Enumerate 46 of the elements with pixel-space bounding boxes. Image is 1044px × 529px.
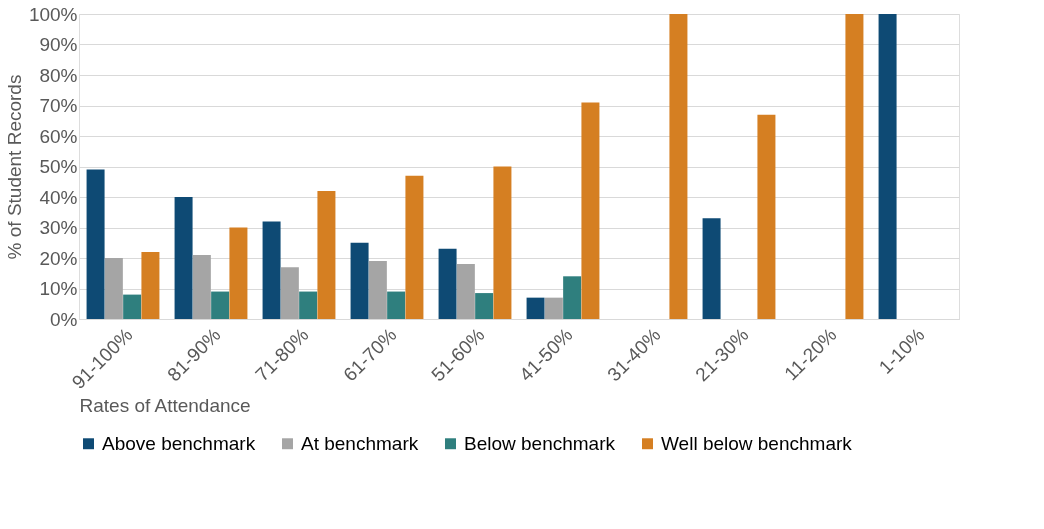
legend-label: At benchmark	[301, 432, 419, 454]
bar	[438, 248, 457, 319]
bar	[280, 267, 299, 319]
bar	[211, 291, 230, 319]
bar	[405, 175, 424, 319]
y-tick-label: 90%	[39, 34, 78, 55]
bar	[86, 169, 105, 319]
bar	[123, 294, 142, 319]
bar	[368, 261, 387, 319]
y-tick-label: 50%	[39, 156, 78, 177]
bar	[192, 254, 211, 319]
bar	[878, 14, 897, 319]
bar	[702, 218, 721, 319]
y-tick-label: 40%	[39, 186, 78, 208]
legend-label: Below benchmark	[464, 432, 616, 454]
y-tick-label: 80%	[39, 64, 78, 86]
bar	[669, 14, 688, 319]
bar	[387, 291, 406, 319]
bar	[141, 251, 160, 319]
bar	[475, 293, 494, 319]
y-tick-label: 70%	[39, 95, 78, 116]
bar	[104, 258, 123, 319]
bar	[299, 291, 318, 319]
y-tick-label: 60%	[39, 125, 78, 147]
bar	[581, 102, 600, 319]
y-tick-label: 20%	[39, 247, 78, 269]
y-tick-label: 30%	[39, 217, 78, 238]
legend-label: Above benchmark	[102, 432, 256, 454]
legend-label: Well below benchmark	[661, 432, 853, 454]
bar	[456, 264, 475, 319]
y-axis-title: % of Student Records	[3, 74, 25, 260]
bar	[563, 276, 582, 319]
y-tick-label: 100%	[28, 3, 78, 25]
bar	[845, 14, 864, 319]
bar	[493, 166, 512, 319]
y-tick-label: 0%	[50, 308, 78, 330]
x-axis-title: Rates of Attendance	[79, 394, 251, 416]
bar	[757, 114, 776, 319]
y-tick-label: 10%	[39, 278, 78, 299]
bar	[174, 197, 193, 319]
bar	[350, 242, 369, 319]
bar	[317, 190, 336, 319]
bar	[544, 297, 563, 319]
bar	[526, 297, 545, 319]
bar	[229, 227, 248, 319]
bar	[262, 221, 281, 319]
